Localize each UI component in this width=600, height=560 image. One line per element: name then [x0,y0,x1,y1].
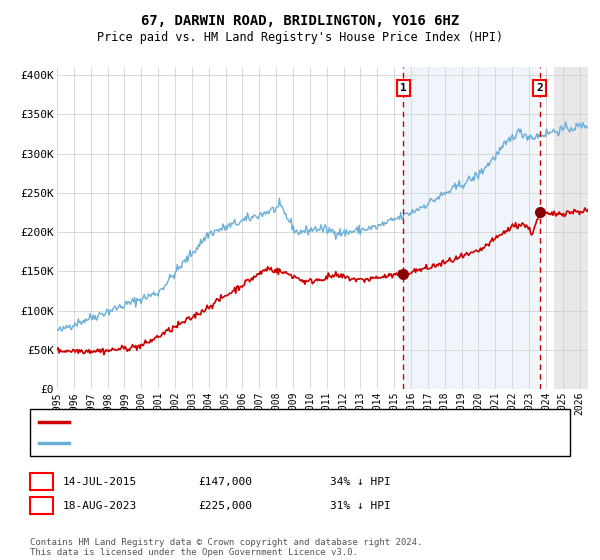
Text: 67, DARWIN ROAD, BRIDLINGTON, YO16 6HZ: 67, DARWIN ROAD, BRIDLINGTON, YO16 6HZ [141,14,459,28]
Text: HPI: Average price, detached house, East Riding of Yorkshire: HPI: Average price, detached house, East… [73,438,448,448]
Bar [554,67,588,389]
Text: 1: 1 [400,83,407,93]
Text: 31% ↓ HPI: 31% ↓ HPI [330,501,391,511]
Text: This data is licensed under the Open Government Licence v3.0.: This data is licensed under the Open Gov… [30,548,358,557]
Text: 2: 2 [38,501,45,511]
Text: £225,000: £225,000 [198,501,252,511]
Text: 14-JUL-2015: 14-JUL-2015 [63,477,137,487]
Text: Contains HM Land Registry data © Crown copyright and database right 2024.: Contains HM Land Registry data © Crown c… [30,538,422,547]
Text: Price paid vs. HM Land Registry's House Price Index (HPI): Price paid vs. HM Land Registry's House … [97,31,503,44]
Text: £147,000: £147,000 [198,477,252,487]
Text: 18-AUG-2023: 18-AUG-2023 [63,501,137,511]
Text: 34% ↓ HPI: 34% ↓ HPI [330,477,391,487]
Text: 1: 1 [38,477,45,487]
Text: 67, DARWIN ROAD, BRIDLINGTON, YO16 6HZ (detached house): 67, DARWIN ROAD, BRIDLINGTON, YO16 6HZ (… [73,417,417,427]
Bar [403,67,539,389]
Bar [554,67,588,389]
Text: 2: 2 [536,83,543,93]
